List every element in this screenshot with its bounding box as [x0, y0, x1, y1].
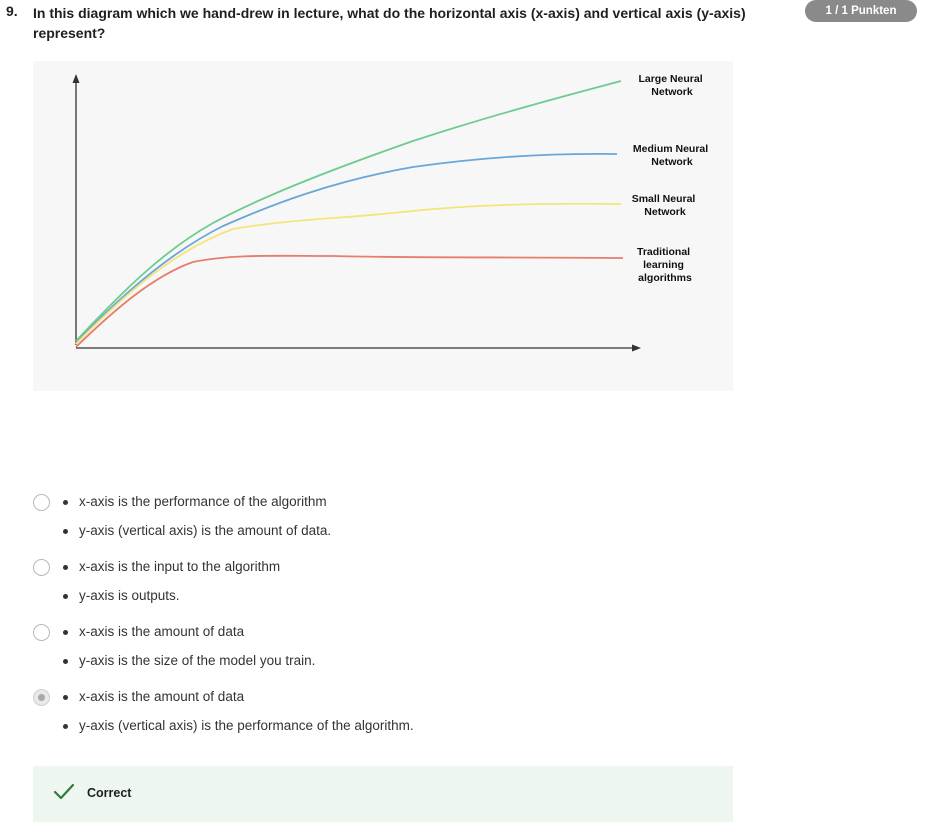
- option-line: x-axis is the performance of the algorit…: [63, 494, 331, 510]
- question-text: In this diagram which we hand-drew in le…: [33, 5, 746, 41]
- y-axis-arrow-icon: [72, 74, 80, 83]
- curve-small-neural-network: [75, 202, 622, 345]
- option-bullets: x-axis is the input to the algorithm y-a…: [63, 559, 280, 617]
- label-large-neural-network: Large Neural Network: [638, 73, 705, 98]
- option-line: y-axis (vertical axis) is the amount of …: [63, 523, 331, 539]
- radio-button[interactable]: [33, 689, 50, 706]
- score-badge: 1 / 1 Punkten: [805, 0, 917, 22]
- label-small-neural-network: Small Neural Network: [632, 193, 699, 218]
- radio-button[interactable]: [33, 559, 50, 576]
- option-bullets: x-axis is the amount of data y-axis is t…: [63, 624, 315, 682]
- label-medium-neural-network: Medium Neural Network: [633, 143, 711, 168]
- diagram-svg: Large Neural Network Medium Neural Netwo…: [72, 73, 711, 352]
- answer-option-4[interactable]: x-axis is the amount of data y-axis (ver…: [33, 685, 733, 750]
- option-line: x-axis is the amount of data: [63, 689, 414, 705]
- x-axis-arrow-icon: [632, 344, 641, 352]
- lecture-diagram: Large Neural Network Medium Neural Netwo…: [33, 61, 733, 391]
- radio-button[interactable]: [33, 494, 50, 511]
- curve-medium-neural-network: [75, 152, 618, 344]
- option-bullets: x-axis is the performance of the algorit…: [63, 494, 331, 552]
- answer-options: x-axis is the performance of the algorit…: [33, 490, 733, 750]
- answer-option-1[interactable]: x-axis is the performance of the algorit…: [33, 490, 733, 555]
- feedback-label: Correct: [87, 786, 132, 800]
- answer-option-2[interactable]: x-axis is the input to the algorithm y-a…: [33, 555, 733, 620]
- option-line: x-axis is the input to the algorithm: [63, 559, 280, 575]
- label-traditional-learning-algorithms: Traditional learning algorithms: [637, 246, 693, 284]
- curve-traditional-learning-algorithms: [75, 254, 624, 348]
- radio-button[interactable]: [33, 624, 50, 641]
- feedback-box: Correct: [33, 766, 733, 822]
- option-line: y-axis (vertical axis) is the performanc…: [63, 718, 414, 734]
- curve-large-neural-network: [75, 80, 622, 342]
- option-line: y-axis is outputs.: [63, 588, 280, 604]
- option-bullets: x-axis is the amount of data y-axis (ver…: [63, 689, 414, 747]
- answer-option-3[interactable]: x-axis is the amount of data y-axis is t…: [33, 620, 733, 685]
- question-number: 9.: [6, 3, 18, 19]
- option-line: y-axis is the size of the model you trai…: [63, 653, 315, 669]
- checkmark-icon: [53, 783, 75, 800]
- option-line: x-axis is the amount of data: [63, 624, 315, 640]
